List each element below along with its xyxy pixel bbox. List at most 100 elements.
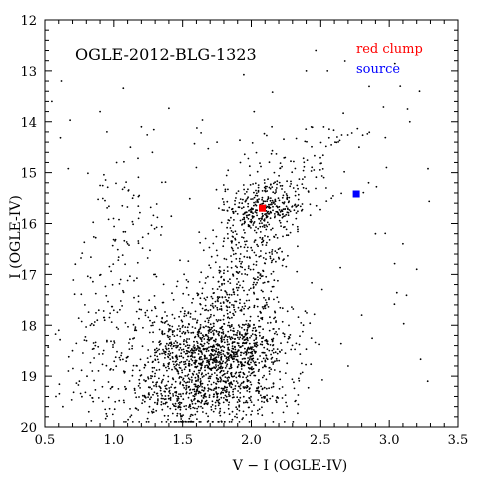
star-point: [167, 353, 170, 355]
star-point: [167, 336, 170, 339]
star-point: [198, 390, 200, 393]
star-point: [249, 319, 252, 322]
star-point: [258, 217, 260, 220]
star-point: [209, 338, 211, 341]
star-point: [271, 186, 274, 189]
star-point: [227, 352, 230, 354]
star-point: [180, 355, 183, 358]
star-point: [97, 370, 100, 372]
star-point: [237, 361, 239, 363]
star-point: [275, 399, 277, 402]
star-point: [204, 299, 207, 301]
star-point: [251, 249, 254, 252]
star-point: [230, 241, 233, 244]
star-point: [60, 80, 63, 82]
star-point: [269, 203, 272, 206]
star-point: [207, 377, 210, 380]
star-point: [276, 180, 279, 183]
star-point: [203, 348, 206, 351]
star-point: [237, 286, 240, 289]
star-point: [156, 395, 159, 397]
star-point: [194, 359, 197, 362]
star-point: [185, 286, 188, 289]
star-point: [393, 303, 396, 306]
star-point: [268, 349, 271, 352]
star-point: [263, 224, 266, 227]
star-point: [223, 421, 226, 423]
star-point: [182, 324, 184, 327]
star-point: [250, 361, 252, 364]
star-point: [256, 409, 259, 412]
star-point: [257, 315, 259, 318]
star-point: [250, 218, 253, 221]
star-point: [228, 413, 231, 416]
star-point: [203, 403, 206, 406]
star-point: [259, 334, 261, 337]
star-point: [248, 306, 251, 309]
star-point: [262, 269, 264, 272]
star-point: [183, 339, 186, 341]
star-point: [320, 175, 323, 177]
star-point: [232, 330, 234, 332]
star-point: [226, 226, 229, 229]
star-point: [232, 304, 235, 307]
star-point: [206, 335, 209, 337]
star-point: [191, 351, 194, 354]
star-point: [275, 260, 277, 263]
star-point: [209, 323, 212, 326]
star-point: [260, 241, 263, 244]
star-point: [180, 376, 183, 379]
star-point: [110, 368, 112, 370]
star-point: [264, 307, 267, 310]
x-axis-title: V − I (OGLE-IV): [232, 458, 347, 474]
star-point: [228, 306, 231, 309]
star-point: [194, 402, 197, 405]
star-point: [214, 261, 217, 264]
star-point: [211, 404, 214, 406]
star-point: [170, 341, 173, 344]
star-point: [67, 370, 70, 372]
star-point: [161, 408, 164, 411]
star-point: [169, 335, 171, 338]
star-point: [190, 364, 193, 366]
star-point: [203, 297, 206, 300]
star-point: [270, 201, 273, 204]
star-point: [123, 401, 125, 404]
star-point: [234, 345, 236, 348]
star-point: [243, 313, 245, 316]
star-point: [91, 397, 94, 399]
star-point: [297, 403, 300, 406]
star-point: [236, 271, 239, 274]
star-point: [223, 354, 226, 357]
star-point: [129, 146, 132, 149]
star-point: [236, 355, 239, 358]
star-point: [131, 369, 134, 372]
star-point: [218, 285, 221, 288]
star-point: [228, 219, 231, 222]
star-point: [212, 242, 215, 245]
star-point: [143, 366, 146, 369]
star-point: [84, 336, 87, 338]
star-point: [322, 126, 325, 128]
star-point: [101, 353, 104, 355]
star-point: [205, 412, 208, 415]
star-point: [94, 292, 97, 295]
star-point: [283, 138, 285, 141]
star-point: [134, 328, 137, 330]
star-point: [155, 392, 158, 395]
star-point: [205, 334, 207, 337]
star-point: [151, 375, 154, 378]
star-point: [185, 279, 188, 281]
star-point: [129, 408, 131, 410]
star-point: [258, 408, 261, 411]
y-tick-label: 13: [20, 65, 37, 80]
star-point: [222, 184, 225, 186]
star-point: [218, 354, 220, 356]
star-point: [168, 354, 171, 357]
star-point: [150, 324, 153, 327]
star-point: [253, 281, 255, 284]
star-point: [241, 306, 244, 308]
y-tick-label: 15: [20, 167, 37, 182]
star-point: [238, 404, 241, 407]
star-point: [191, 301, 193, 304]
